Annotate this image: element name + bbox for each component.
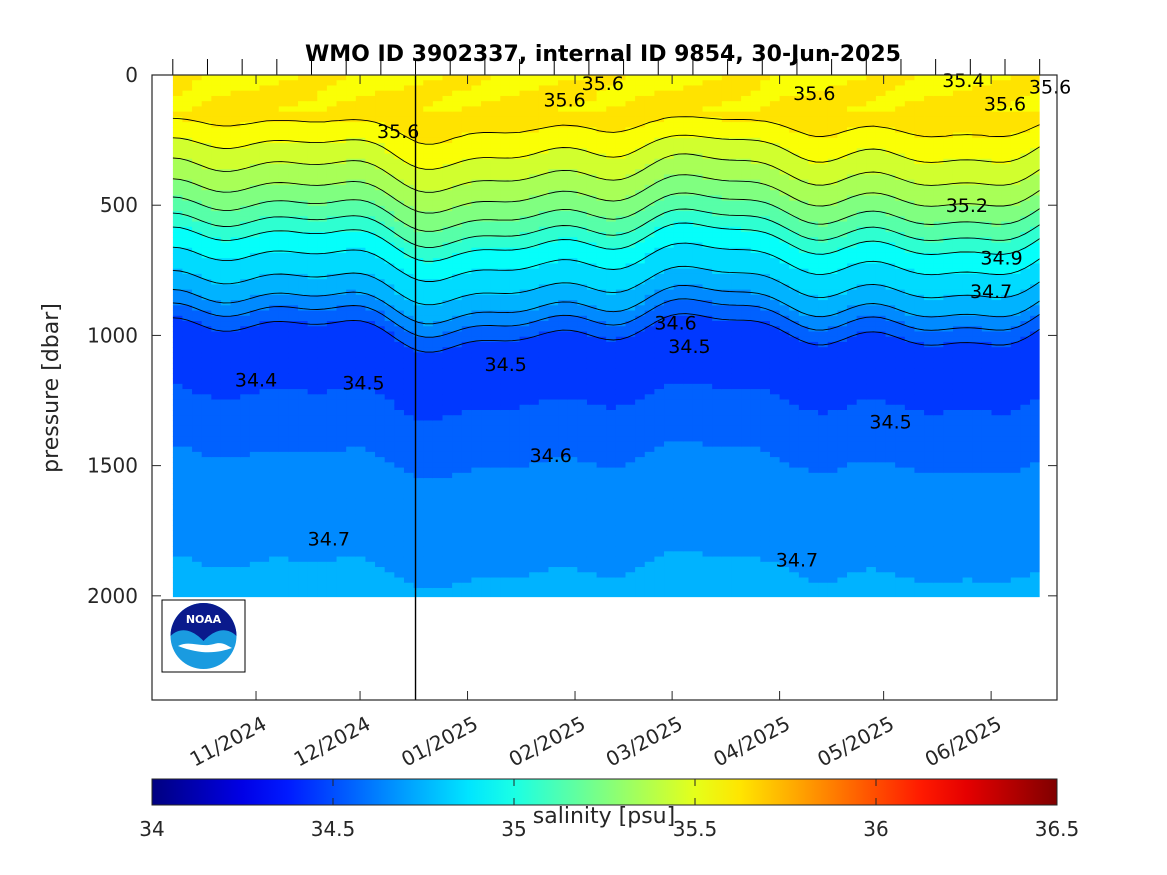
contour-line xyxy=(172,153,1040,193)
salinity-field xyxy=(172,75,1041,600)
x-tick-label: 12/2024 xyxy=(290,711,375,771)
contour-line xyxy=(172,313,1040,353)
contour-label: 35.6 xyxy=(984,94,1026,116)
contour-label: 35.6 xyxy=(1029,77,1071,99)
contour-line xyxy=(172,242,1040,282)
colorbar-tick-label: 35.5 xyxy=(673,817,718,841)
y-tick-label: 1500 xyxy=(87,454,138,478)
colorbar xyxy=(151,778,1058,806)
contour-label: 34.5 xyxy=(869,411,911,433)
colorbar-ticks: 34 34.5 35 35.5 36 36.5 xyxy=(139,779,1079,841)
y-tick-label: 0 xyxy=(125,63,138,87)
colorbar-tick-label: 36 xyxy=(863,817,888,841)
x-tick-label: 01/2025 xyxy=(397,711,482,771)
x-tick-label: 06/2025 xyxy=(921,711,1006,771)
profile-date-ticks xyxy=(172,59,1041,75)
y-tick-label: 1000 xyxy=(87,323,138,347)
contour-label: 34.5 xyxy=(485,354,527,376)
contour-line xyxy=(172,222,1040,262)
x-tick-label: 02/2025 xyxy=(505,711,590,771)
x-tick-label: 04/2025 xyxy=(709,711,794,771)
contour-label: 34.7 xyxy=(308,529,350,551)
contour-label: 34.6 xyxy=(654,312,696,334)
contour-label: 34.9 xyxy=(980,247,1022,269)
contour-line xyxy=(172,116,1040,145)
noaa-logo: NOAA xyxy=(161,599,246,673)
contour-label: 35.4 xyxy=(942,70,984,92)
contour-label: 34.7 xyxy=(776,549,818,571)
x-tick-label: 03/2025 xyxy=(602,711,687,771)
y-tick-label: 500 xyxy=(100,193,138,217)
y-axis-label: pressure [dbar] xyxy=(39,303,64,473)
x-tick-label: 05/2025 xyxy=(813,711,898,771)
colorbar-tick-label: 36.5 xyxy=(1035,817,1080,841)
contour-label: 35.6 xyxy=(582,73,624,95)
colorbar-tick-label: 34 xyxy=(139,817,164,841)
contour-label: 35.2 xyxy=(946,195,988,217)
y-axis: 0 500 1000 1500 2000 xyxy=(87,63,1057,608)
contour-label: 34.5 xyxy=(342,372,384,394)
y-tick-label: 2000 xyxy=(87,584,138,608)
colorbar-label: salinity [psu] xyxy=(533,804,675,829)
colorbar-tick-label: 34.5 xyxy=(311,817,356,841)
contour-line xyxy=(172,192,1040,232)
contour-line xyxy=(172,174,1040,214)
contour-label: 35.6 xyxy=(377,121,419,143)
contour-label: 34.6 xyxy=(530,445,572,467)
noaa-logo-text: NOAA xyxy=(186,613,222,626)
contour-label: 35.6 xyxy=(793,83,835,105)
contour-line xyxy=(172,208,1040,248)
contour-line xyxy=(172,298,1040,338)
contour-label: 34.5 xyxy=(668,336,710,358)
contour-label: 34.4 xyxy=(235,370,277,392)
no-data-mask xyxy=(153,76,1056,699)
contour-label: 34.7 xyxy=(970,281,1012,303)
x-tick-label: 11/2024 xyxy=(186,711,271,771)
colorbar-tick-label: 35 xyxy=(501,817,526,841)
plot-frame xyxy=(151,74,1058,701)
contour-label: 35.6 xyxy=(543,90,585,112)
contour-line xyxy=(172,134,1040,170)
contour-line xyxy=(172,284,1040,325)
contour-line xyxy=(172,265,1040,306)
contour-lines xyxy=(172,116,1040,353)
chart-title: WMO ID 3902337, internal ID 9854, 30-Jun… xyxy=(305,42,901,67)
contour-labels: 35.635.635.635.635.435.635.635.234.934.7… xyxy=(235,70,1071,571)
